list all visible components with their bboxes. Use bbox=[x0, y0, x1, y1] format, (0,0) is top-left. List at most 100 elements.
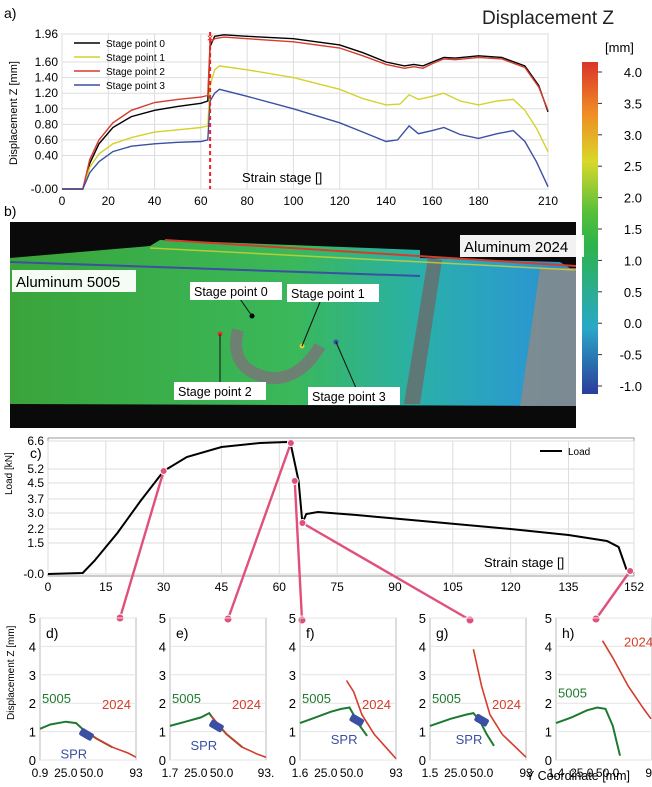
subpanel-e: 0 1 2 3 4 5 1.7 25.0 50.0 93. SPR e) 5005 2024 bbox=[159, 611, 275, 780]
callout-target-3 bbox=[465, 615, 475, 625]
subpanel-ytick: 4 bbox=[419, 639, 426, 654]
callout-line-0 bbox=[118, 470, 165, 619]
stage-point-1-box bbox=[287, 284, 379, 302]
subpanel-label-2024: 2024 bbox=[362, 697, 391, 712]
panel-c-ytick: 3.7 bbox=[27, 492, 44, 506]
stage-point-2-label: Stage point 2 bbox=[178, 385, 252, 399]
legend-label-3: Stage point 3 bbox=[106, 81, 165, 92]
subpanel-ytick: 1 bbox=[419, 725, 426, 740]
stage-point-3-label: Stage point 3 bbox=[312, 390, 386, 404]
subpanel-xtick: 93 bbox=[519, 766, 533, 780]
subpanel-spr-label: SPR bbox=[190, 738, 217, 753]
panel-c-xtick: 0 bbox=[45, 580, 52, 594]
subpanel-label: g) bbox=[436, 625, 448, 641]
subpanel-xtick: 92 bbox=[645, 766, 652, 780]
panel-a-xtick: 80 bbox=[240, 194, 254, 208]
panel-c-ytick: 2.2 bbox=[27, 522, 44, 536]
subpanel-ytick: 3 bbox=[29, 668, 36, 683]
subpanel-ytick: 4 bbox=[29, 639, 36, 654]
label-al2024-box bbox=[460, 235, 584, 257]
subpanel-ytick: 3 bbox=[159, 668, 166, 683]
panel-b-dic-image: b) Aluminum 2024 Aluminum 5005 Stage poi… bbox=[4, 203, 584, 428]
panel-c-legend: Load bbox=[540, 447, 590, 458]
subpanel-xtick: 1.7 bbox=[162, 766, 179, 780]
subpanel-label-2024: 2024 bbox=[232, 697, 261, 712]
callout-line-1 bbox=[226, 442, 293, 620]
panel-a-xtick: 40 bbox=[148, 194, 162, 208]
panel-a-xtick: 120 bbox=[330, 194, 350, 208]
subpanel-xtick: 25.0 bbox=[184, 766, 208, 780]
subpanel-ytick: 4 bbox=[159, 639, 166, 654]
subpanel-ytick: 5 bbox=[29, 611, 36, 626]
dic-right-edge bbox=[520, 268, 576, 406]
subpanel-ytick: 2 bbox=[545, 696, 552, 711]
subpanel-label: d) bbox=[46, 625, 58, 641]
subpanel-f: 0 1 2 3 4 5 1.6 25.0 50.0 93 SPR f) 5005 2024 bbox=[289, 611, 403, 780]
subpanel-label: e) bbox=[176, 625, 188, 641]
callout-point-2 bbox=[290, 477, 299, 485]
subpanel-xtick: 1.4 bbox=[548, 766, 565, 780]
subpanel-spr-label: SPR bbox=[60, 746, 87, 761]
panel-a-xtick: 210 bbox=[538, 194, 558, 208]
stage-point-0-label: Stage point 0 bbox=[194, 285, 268, 299]
subpanel-ytick: 2 bbox=[289, 696, 296, 711]
panel-c-ytick: 4.5 bbox=[27, 476, 44, 490]
subpanel-label-5005: 5005 bbox=[432, 691, 461, 706]
panel-a-xtick: 140 bbox=[376, 194, 396, 208]
subpanel-label-2024: 2024 bbox=[102, 697, 131, 712]
subpanel-curve-2024 bbox=[601, 640, 652, 720]
dic-line-red bbox=[164, 239, 577, 267]
panel-c-xtick: 45 bbox=[215, 580, 229, 594]
panel-a-xtick: 180 bbox=[469, 194, 489, 208]
panel-a-label: a) bbox=[4, 5, 16, 21]
subpanel-ytick: 1 bbox=[29, 725, 36, 740]
dic-spr-crescent bbox=[230, 328, 326, 385]
dic-line-yellow bbox=[149, 247, 577, 271]
callout-target-1 bbox=[223, 614, 233, 624]
panel-b-label: b) bbox=[4, 203, 16, 219]
subpanel-ytick: 1 bbox=[289, 725, 296, 740]
panel-c-xtick: 75 bbox=[330, 580, 344, 594]
panel-a-ytick: 1.40 bbox=[35, 71, 59, 85]
subpanel-xtick: 25.0 bbox=[444, 766, 468, 780]
subpanel-ytick: 1 bbox=[159, 725, 166, 740]
panel-a-marker-cross: × bbox=[207, 31, 214, 45]
callout-line-4 bbox=[595, 570, 632, 620]
panel-a-legend: Stage point 0 Stage point 1 Stage point 2 S… bbox=[74, 39, 165, 92]
subpanel-ytick: 5 bbox=[545, 611, 552, 626]
subpanel-xtick: 93 bbox=[389, 766, 403, 780]
callout-target-4 bbox=[591, 614, 601, 624]
panel-c-ytick: 1.5 bbox=[27, 536, 44, 550]
panel-a-ylabel: Displacement Z [mm] bbox=[8, 61, 20, 165]
subpanel-label-5005: 5005 bbox=[42, 691, 71, 706]
stage-point-1-leader bbox=[301, 301, 321, 347]
subpanel-label-5005: 5005 bbox=[558, 686, 587, 701]
panel-c-ytick: 6.6 bbox=[27, 434, 44, 448]
subpanel-xtick: 50.0 bbox=[210, 766, 234, 780]
legend-label-2: Stage point 2 bbox=[106, 67, 165, 78]
panel-a-series-line-1 bbox=[62, 65, 549, 190]
stage-point-0-leader bbox=[239, 298, 253, 317]
colorbar-gradient bbox=[582, 62, 598, 394]
subpanel-spr-rivet bbox=[209, 719, 224, 733]
label-al2024: Aluminum 2024 bbox=[464, 239, 568, 256]
panel-c-xtick: 120 bbox=[501, 580, 521, 594]
subpanel-spr-label: SPR bbox=[331, 732, 358, 747]
subpanel-ytick: 3 bbox=[545, 668, 552, 683]
subpanel-spr-rivet bbox=[79, 728, 94, 741]
subpanel-ytick: 0 bbox=[289, 753, 296, 768]
panel-a-ytick: 1.60 bbox=[35, 55, 59, 69]
subpanel-xtick: 25.0 bbox=[570, 766, 594, 780]
colorbar-tick-label: -1.0 bbox=[620, 379, 642, 394]
subpanel-spr-rivet bbox=[349, 714, 365, 727]
subpanel-label-2024: 2024 bbox=[492, 697, 521, 712]
dic-line-blue bbox=[9, 261, 421, 277]
subpanel-xtick: 25.0 bbox=[314, 766, 338, 780]
panel-a-xlabel: Strain stage [] bbox=[242, 170, 322, 185]
subpanel-ytick: 5 bbox=[289, 611, 296, 626]
panel-a-xtick: 100 bbox=[283, 194, 303, 208]
subpanel-ytick: 4 bbox=[289, 639, 296, 654]
subpanel-label: f) bbox=[306, 625, 315, 641]
subpanel-spr-rivet bbox=[474, 714, 489, 727]
subpanel-spr-label: SPR bbox=[456, 732, 483, 747]
